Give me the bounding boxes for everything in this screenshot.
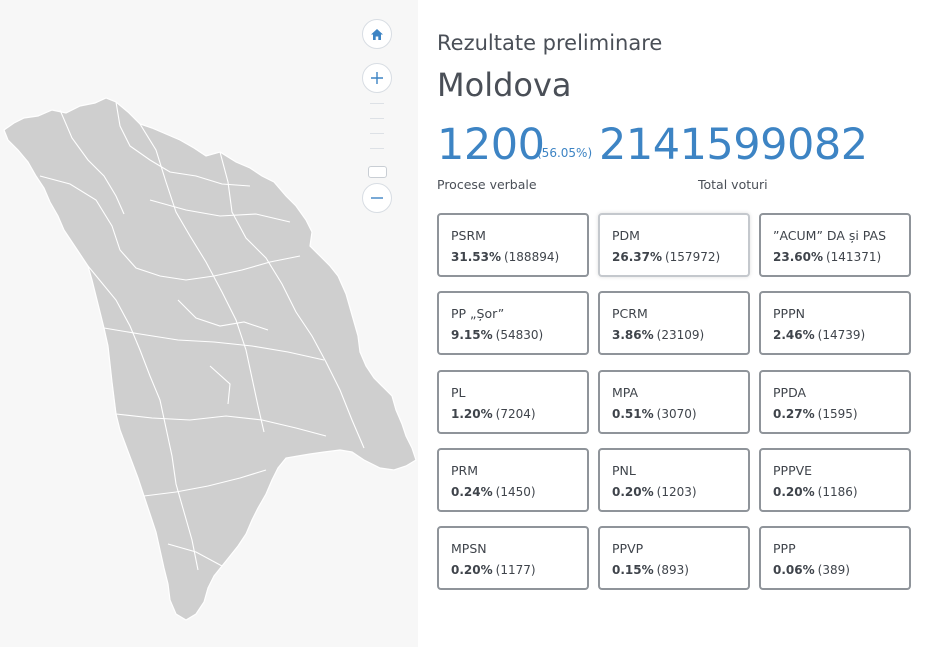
party-card[interactable]: PPP 0.06% (389) [759,526,911,590]
party-name: PP „Șor” [451,306,505,321]
party-card[interactable]: PNL 0.20% (1203) [598,448,750,512]
party-percent: 9.15% [451,328,493,342]
zoom-slider-handle[interactable] [368,166,387,178]
minus-icon [371,197,383,199]
party-name: PPPVE [773,463,813,478]
party-votes: (1186) [817,485,858,499]
total-votes: 2141599082 [599,120,868,170]
party-name: PNL [612,463,636,478]
party-percent: 0.20% [773,485,815,499]
party-name: PL [451,385,466,400]
party-name: MPA [612,385,639,400]
party-card[interactable]: PRM 0.24% (1450) [437,448,589,512]
protocols-label: Procese verbale [437,177,537,192]
zoom-tick [370,118,384,119]
party-percent: 1.20% [451,407,493,421]
party-percent: 0.27% [773,407,815,421]
party-votes: (23109) [656,328,705,342]
party-votes: (7204) [495,407,536,421]
party-card[interactable]: ”ACUM” DA și PAS 23.60% (141371) [759,213,911,277]
party-name: PPP [773,541,796,556]
zoom-tick [370,133,384,134]
party-votes: (3070) [656,407,697,421]
party-votes: (1177) [495,563,536,577]
party-card[interactable]: PPPN 2.46% (14739) [759,291,911,355]
party-card[interactable]: PPDA 0.27% (1595) [759,370,911,434]
party-votes: (188894) [503,250,560,264]
party-card[interactable]: PL 1.20% (7204) [437,370,589,434]
party-name: MPSN [451,541,487,556]
zoom-in-button[interactable] [362,63,392,93]
party-percent: 0.15% [612,563,654,577]
zoom-out-button[interactable] [362,183,392,213]
party-percent: 0.06% [773,563,815,577]
total-votes-label: Total voturi [698,177,768,192]
page-subtitle: Rezultate preliminare [437,31,663,55]
party-votes: (1450) [495,485,536,499]
party-card[interactable]: PCRM 3.86% (23109) [598,291,750,355]
party-percent: 0.51% [612,407,654,421]
party-percent: 26.37% [612,250,662,264]
party-votes: (1595) [817,407,858,421]
party-percent: 2.46% [773,328,815,342]
party-card[interactable]: MPSN 0.20% (1177) [437,526,589,590]
party-name: PCRM [612,306,648,321]
results-panel: Rezultate preliminare Moldova 1200 (56.0… [437,0,912,647]
party-name: PSRM [451,228,486,243]
party-name: PDM [612,228,640,243]
party-percent: 23.60% [773,250,823,264]
party-percent: 0.20% [451,563,493,577]
party-card[interactable]: PDM 26.37% (157972) [598,213,750,277]
party-votes: (54830) [495,328,544,342]
zoom-tick [370,103,384,104]
party-card[interactable]: PSRM 31.53% (188894) [437,213,589,277]
protocols-count: 1200 [437,120,545,170]
party-percent: 0.24% [451,485,493,499]
party-votes: (141371) [825,250,882,264]
party-votes: (389) [817,563,850,577]
party-name: PPPN [773,306,805,321]
party-percent: 3.86% [612,328,654,342]
moldova-map[interactable] [0,0,418,647]
party-card[interactable]: PPPVE 0.20% (1186) [759,448,911,512]
party-card[interactable]: PPVP 0.15% (893) [598,526,750,590]
party-name: ”ACUM” DA și PAS [773,228,887,243]
party-card[interactable]: MPA 0.51% (3070) [598,370,750,434]
party-name: PRM [451,463,479,478]
plus-icon [371,72,383,84]
zoom-tick [370,148,384,149]
party-votes: (893) [656,563,689,577]
party-name: PPDA [773,385,807,400]
party-name: PPVP [612,541,644,556]
page-title: Moldova [437,66,572,104]
party-percent: 31.53% [451,250,501,264]
protocols-percent: (56.05%) [537,146,593,160]
moldova-outline[interactable] [3,97,417,621]
home-button[interactable] [362,19,392,49]
party-votes: (14739) [817,328,866,342]
party-percent: 0.20% [612,485,654,499]
home-icon [371,28,383,40]
party-votes: (1203) [656,485,697,499]
map-panel [0,0,418,647]
party-card[interactable]: PP „Șor” 9.15% (54830) [437,291,589,355]
party-votes: (157972) [664,250,721,264]
